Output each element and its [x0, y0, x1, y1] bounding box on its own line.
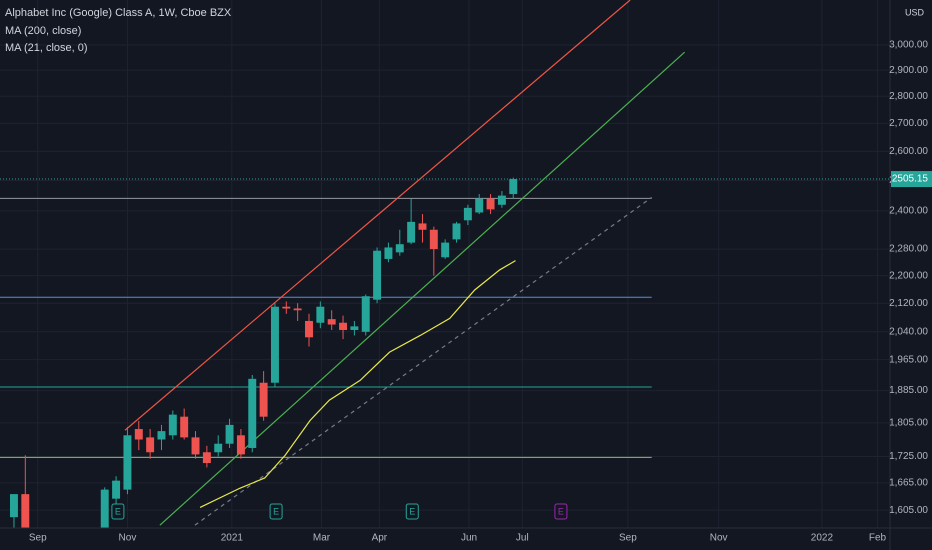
y-tick-label: 1,965.00 [889, 354, 928, 365]
candle-body [146, 437, 155, 453]
y-tick-label: 2,200.00 [889, 270, 928, 281]
candle-body [293, 308, 302, 311]
candle-body [100, 489, 109, 528]
legend-item: MA (21, close, 0) [5, 42, 88, 54]
y-tick-label: 1,665.00 [889, 478, 928, 489]
y-tick-label: 1,885.00 [889, 385, 928, 396]
chart-title: Alphabet Inc (Google) Class A, 1W, Cboe … [5, 7, 232, 19]
x-tick-label: Jul [516, 533, 529, 544]
y-tick-label: 3,000.00 [889, 40, 928, 51]
trend-line [124, 0, 631, 431]
y-tick-label: 2,600.00 [889, 146, 928, 157]
candle-body [305, 320, 313, 338]
candle-body [9, 494, 18, 518]
y-tick-label: 2,800.00 [889, 91, 928, 102]
candle-body [373, 250, 382, 300]
candle-body [157, 431, 166, 440]
candle-body [497, 195, 506, 205]
legend-item: MA (200, close) [5, 25, 81, 37]
axes: 1,605.00 1,665.00 1,725.00 1,805.00 1,885.00… [5, 25, 932, 544]
candle-body [214, 443, 223, 453]
candle-body [429, 229, 438, 250]
candle-body [191, 437, 200, 455]
y-tick-label: 2,120.00 [889, 298, 928, 309]
candle-body [202, 452, 211, 464]
candle-body [418, 223, 427, 230]
candle-body [339, 322, 348, 330]
candle-body [270, 306, 279, 383]
candle-body [112, 480, 121, 499]
trend-line [194, 196, 653, 526]
last-price-label: 2505.15 [892, 174, 929, 185]
candle-body [509, 179, 518, 195]
x-tick-label: Nov [710, 533, 728, 544]
candle-body [282, 306, 291, 309]
candle-body [316, 306, 325, 323]
candle-body [350, 326, 359, 330]
candle-body [225, 424, 234, 444]
event-label: E [558, 506, 564, 516]
candle-body [361, 296, 370, 332]
candle-body [384, 247, 393, 259]
candle-body [327, 319, 336, 325]
event-label: E [273, 506, 279, 516]
x-tick-label: Sep [29, 533, 47, 544]
event-marker [405, 503, 419, 520]
y-tick-label: 2,400.00 [889, 206, 928, 217]
y-tick-label: 2,280.00 [889, 244, 928, 255]
candle-body [134, 429, 143, 440]
candle-body [452, 223, 461, 240]
candle-body [168, 414, 177, 436]
candle-body [123, 435, 132, 490]
currency: USD [905, 7, 925, 17]
x-tick-label: Sep [619, 533, 637, 544]
candle-body [395, 244, 404, 253]
event-marker [269, 503, 283, 520]
x-tick-label: Jun [461, 533, 477, 544]
candle-body [486, 198, 495, 210]
x-tick-label: 2021 [221, 533, 244, 544]
event-marker [111, 503, 125, 520]
y-tick-label: 2,700.00 [889, 118, 928, 129]
moving-average-line [199, 260, 516, 508]
y-tick-label: 1,805.00 [889, 417, 928, 428]
trend-line [159, 51, 686, 526]
candle-body [259, 382, 268, 417]
candle-body [21, 494, 30, 528]
x-tick-label: Apr [372, 533, 388, 544]
x-tick-label: 2022 [811, 533, 834, 544]
x-tick-label: Nov [119, 533, 137, 544]
y-tick-label: 1,725.00 [889, 451, 928, 462]
event-label: E [115, 506, 121, 516]
candle-body [407, 221, 416, 243]
x-tick-label: Mar [313, 533, 331, 544]
event-label: E [409, 506, 415, 516]
y-tick-label: 2,900.00 [889, 65, 928, 76]
candle-body [248, 378, 257, 448]
event-marker [554, 503, 568, 520]
y-tick-label: 1,605.00 [889, 505, 928, 516]
last-price-box [891, 171, 932, 188]
candle-body [441, 242, 450, 258]
candle-body [180, 416, 189, 438]
candle-body [463, 207, 472, 221]
candle-body [475, 198, 484, 213]
y-tick-label: 2,040.00 [889, 326, 928, 337]
x-tick-label: Feb [869, 533, 887, 544]
candle-body [236, 435, 245, 455]
